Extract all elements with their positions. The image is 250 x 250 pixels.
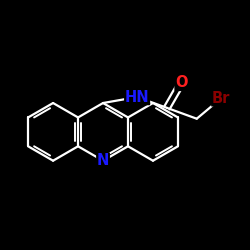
- Text: HN: HN: [125, 90, 150, 104]
- Text: N: N: [97, 153, 109, 168]
- Text: Br: Br: [212, 91, 230, 106]
- Text: O: O: [175, 76, 188, 90]
